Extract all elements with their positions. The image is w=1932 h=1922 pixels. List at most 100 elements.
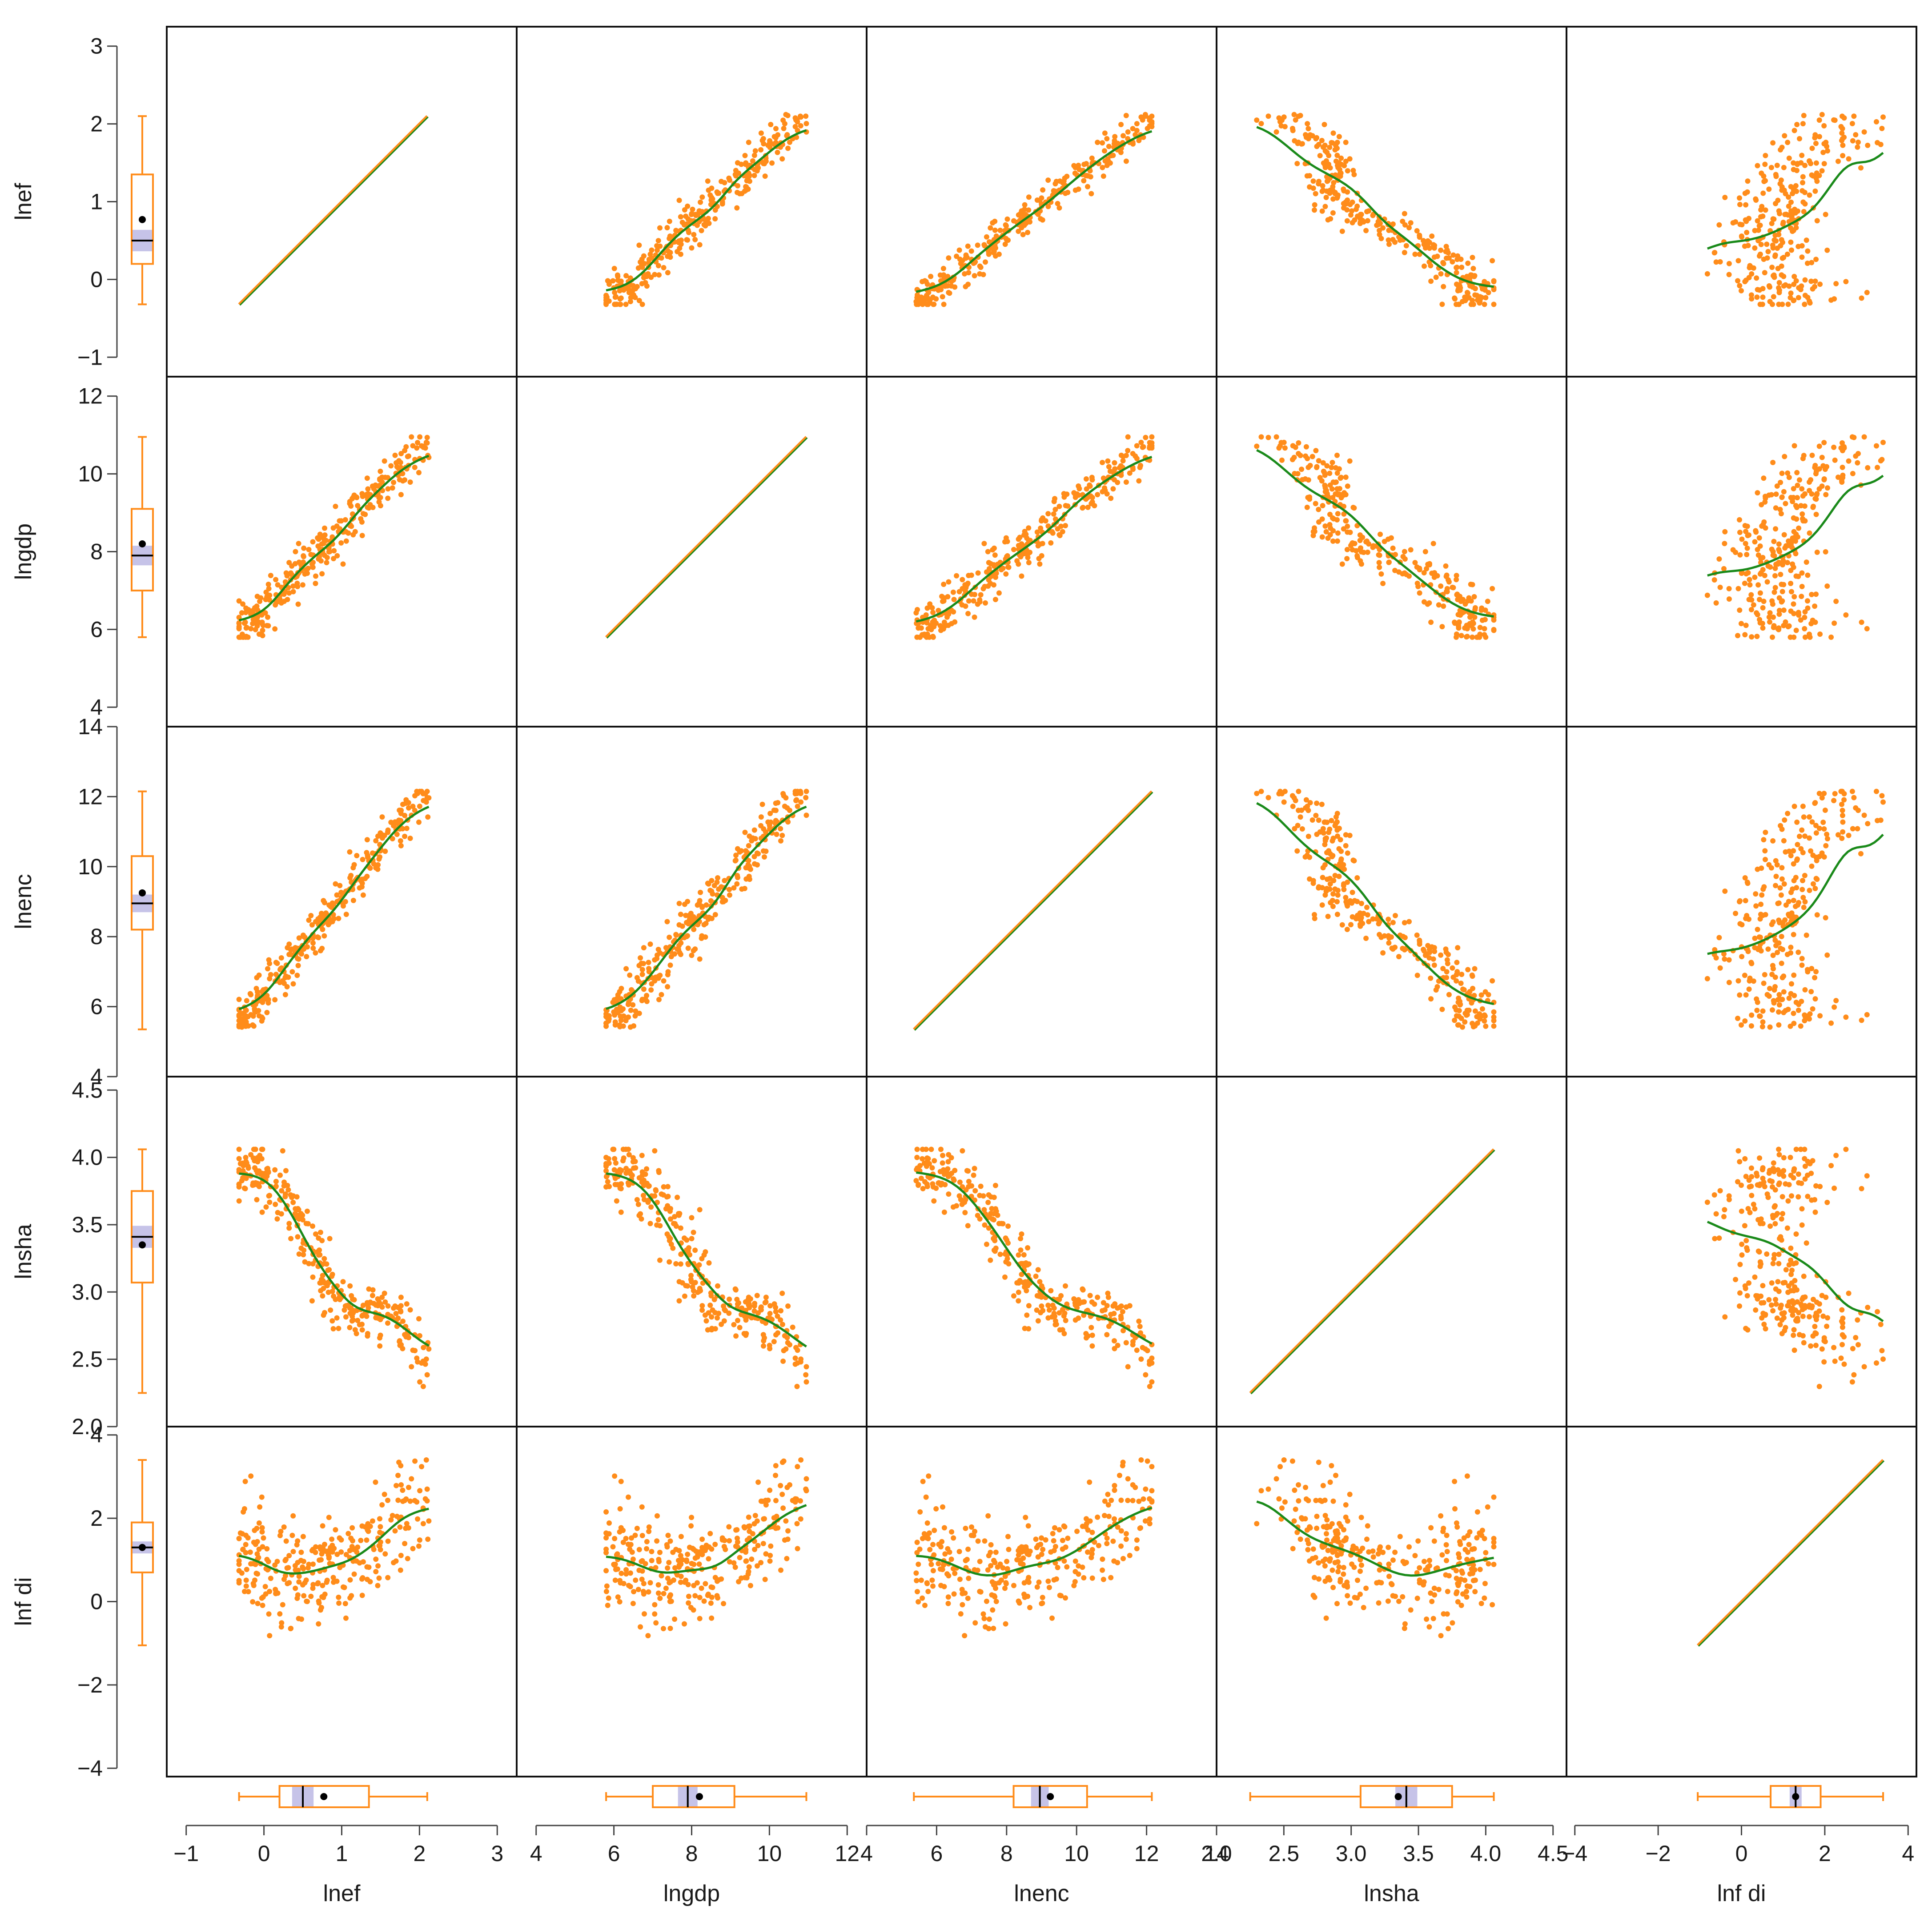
- data-point: [703, 902, 709, 908]
- data-point: [274, 1216, 280, 1222]
- data-point: [699, 194, 705, 200]
- data-point: [1760, 1165, 1766, 1171]
- data-point: [347, 1305, 353, 1311]
- data-point: [629, 1173, 635, 1178]
- data-point: [1762, 270, 1767, 276]
- data-point: [1717, 1188, 1723, 1194]
- data-point: [1757, 251, 1763, 257]
- data-point: [709, 878, 715, 884]
- data-point: [1717, 259, 1723, 265]
- data-point: [1799, 887, 1805, 893]
- data-point: [1464, 273, 1470, 279]
- data-point: [1334, 145, 1340, 151]
- data-point: [1025, 1245, 1031, 1251]
- data-point: [329, 1288, 335, 1294]
- data-point: [1744, 1245, 1750, 1251]
- data-point: [1344, 556, 1350, 562]
- data-point: [1822, 466, 1828, 472]
- data-point: [422, 1496, 428, 1502]
- data-point: [1408, 547, 1414, 553]
- data-point: [277, 1172, 283, 1178]
- data-point: [404, 825, 410, 831]
- data-point: [1052, 496, 1057, 502]
- data-point: [364, 475, 370, 481]
- panel-lnenc-vs-lngdp: [516, 726, 868, 1078]
- data-point: [672, 951, 678, 957]
- data-point: [1802, 899, 1808, 905]
- data-point: [993, 233, 999, 239]
- data-point: [1770, 242, 1775, 248]
- data-point: [1758, 901, 1764, 907]
- data-point: [273, 1178, 279, 1184]
- data-point: [1795, 208, 1800, 214]
- data-point: [1483, 634, 1489, 640]
- data-point: [1343, 140, 1349, 145]
- data-point: [1800, 174, 1806, 180]
- data-point: [404, 1521, 410, 1527]
- data-point: [243, 1577, 249, 1583]
- data-point: [752, 148, 758, 154]
- data-point: [924, 302, 930, 307]
- data-point: [731, 1322, 737, 1327]
- data-point: [678, 1261, 683, 1267]
- data-point: [639, 998, 645, 1003]
- data-point: [1780, 947, 1785, 952]
- data-point: [1057, 533, 1063, 539]
- data-point: [313, 1231, 318, 1237]
- data-point: [1713, 955, 1719, 961]
- data-point: [741, 1331, 747, 1336]
- data-point: [1840, 472, 1846, 478]
- data-point: [931, 302, 937, 307]
- data-point: [661, 1192, 666, 1198]
- data-point: [376, 499, 382, 505]
- data-point: [795, 804, 800, 809]
- data-point: [416, 1316, 422, 1322]
- data-point: [1351, 505, 1357, 511]
- data-point: [646, 960, 651, 965]
- data-point: [347, 1283, 353, 1289]
- data-point: [1464, 634, 1469, 640]
- data-point: [1755, 163, 1760, 169]
- data-point: [1792, 1284, 1798, 1290]
- data-point: [1781, 273, 1787, 279]
- data-point: [322, 900, 327, 905]
- data-point: [1083, 1331, 1089, 1336]
- data-point: [685, 899, 691, 905]
- data-point: [1773, 526, 1779, 532]
- data-point: [421, 798, 426, 804]
- data-point: [1808, 848, 1814, 854]
- data-point: [1836, 832, 1841, 838]
- data-point: [1858, 851, 1864, 856]
- data-point: [787, 1342, 792, 1347]
- data-point: [1813, 160, 1819, 166]
- data-point: [1793, 225, 1799, 230]
- data-point: [1793, 503, 1799, 508]
- data-point: [1377, 552, 1382, 558]
- data-point: [678, 912, 683, 917]
- data-point: [983, 259, 988, 265]
- data-point: [1343, 199, 1349, 205]
- data-point: [1880, 799, 1886, 805]
- data-point: [1343, 832, 1349, 838]
- data-point: [1125, 1364, 1131, 1370]
- data-point: [1134, 121, 1140, 127]
- data-point: [1323, 195, 1329, 200]
- data-point: [745, 862, 751, 868]
- data-point: [1771, 1169, 1777, 1174]
- data-point: [424, 440, 430, 446]
- data-point: [618, 996, 624, 1002]
- data-point: [761, 1343, 766, 1349]
- data-point: [975, 570, 981, 576]
- data-point: [623, 273, 629, 278]
- data-point: [1781, 607, 1787, 613]
- data-point: [1769, 221, 1775, 226]
- data-point: [656, 997, 662, 1002]
- data-point: [1035, 1318, 1041, 1324]
- data-point: [759, 138, 765, 143]
- data-point: [1089, 155, 1095, 161]
- data-point: [1743, 898, 1748, 904]
- data-point: [1755, 947, 1761, 952]
- data-point: [1771, 1256, 1777, 1262]
- data-point: [334, 892, 340, 898]
- data-point: [1428, 975, 1434, 981]
